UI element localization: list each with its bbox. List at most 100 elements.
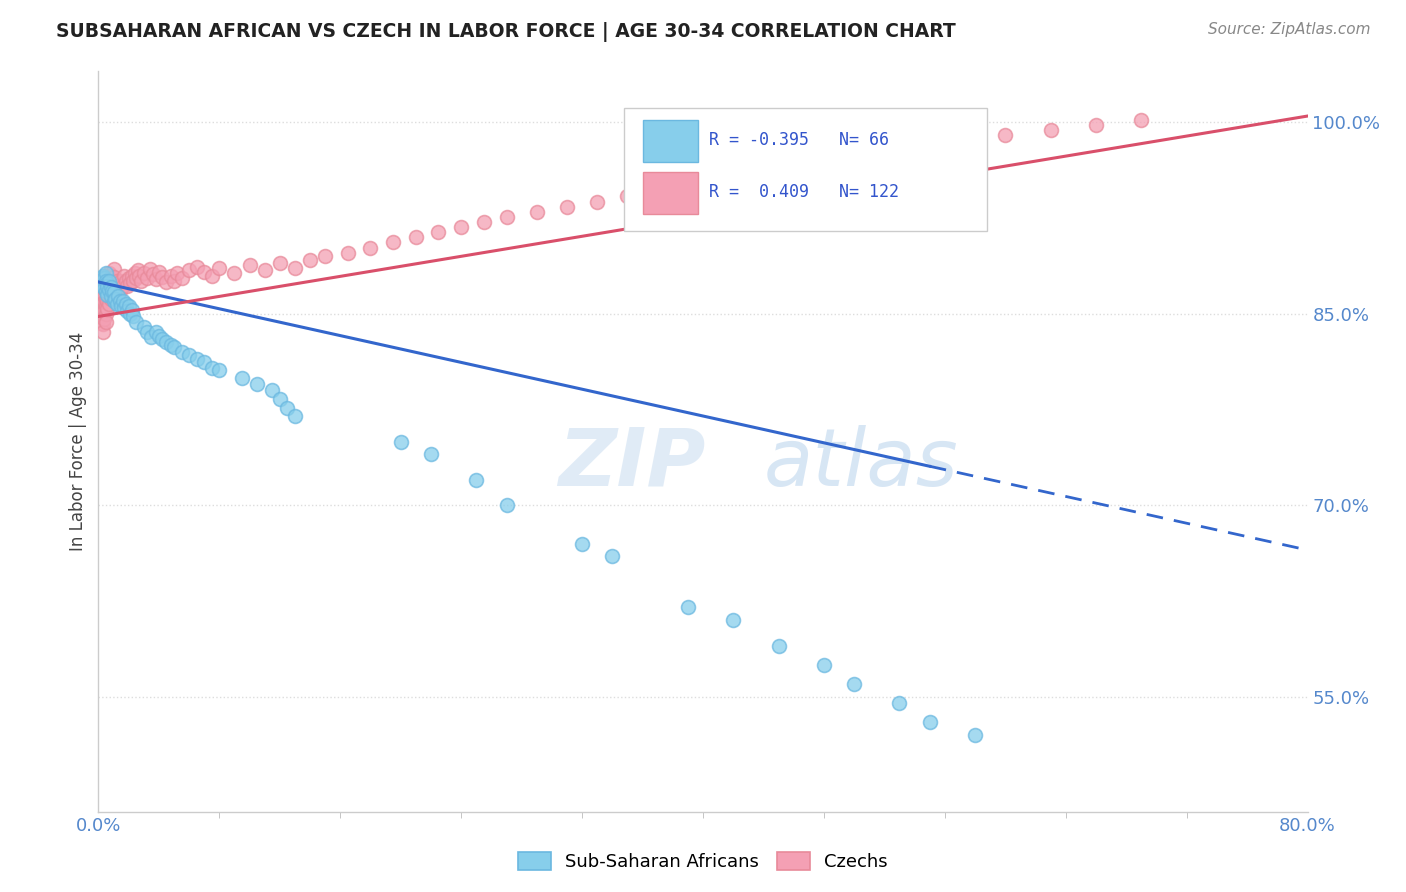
Point — [889, 144, 911, 158]
Point — [647, 185, 669, 199]
Point — [103, 285, 125, 300]
Point — [93, 312, 115, 326]
Point — [193, 265, 215, 279]
Point — [965, 728, 987, 742]
Point — [201, 360, 224, 375]
Point — [828, 153, 851, 168]
Point — [118, 271, 141, 285]
Point — [918, 715, 941, 730]
Point — [125, 271, 148, 285]
Point — [103, 293, 125, 307]
Point — [299, 253, 322, 268]
Point — [994, 128, 1017, 143]
Text: atlas: atlas — [763, 425, 959, 503]
Point — [389, 434, 412, 449]
Point — [93, 304, 115, 318]
Point — [160, 268, 183, 283]
Point — [96, 277, 118, 291]
Point — [208, 363, 231, 377]
Point — [224, 266, 246, 280]
Point — [100, 268, 122, 283]
Point — [163, 274, 186, 288]
Point — [103, 262, 125, 277]
Point — [94, 284, 117, 298]
Point — [90, 299, 112, 313]
Point — [813, 657, 835, 672]
Point — [472, 215, 495, 229]
Point — [94, 299, 117, 313]
Point — [269, 392, 291, 407]
Point — [107, 289, 129, 303]
Point — [104, 292, 127, 306]
Point — [276, 401, 298, 416]
Point — [91, 310, 114, 324]
Point — [101, 286, 124, 301]
Point — [239, 259, 262, 273]
Point — [98, 283, 121, 297]
Point — [91, 284, 114, 298]
Point — [91, 268, 114, 283]
Point — [148, 328, 170, 343]
Point — [93, 271, 115, 285]
Point — [96, 278, 118, 293]
Point — [89, 292, 111, 306]
Point — [571, 536, 593, 550]
Point — [193, 355, 215, 369]
Point — [918, 138, 941, 153]
Point — [118, 299, 141, 313]
Point — [179, 348, 201, 362]
Point — [96, 287, 118, 301]
Point — [90, 275, 112, 289]
FancyBboxPatch shape — [643, 120, 699, 161]
Point — [98, 281, 121, 295]
Text: SUBSAHARAN AFRICAN VS CZECH IN LABOR FORCE | AGE 30-34 CORRELATION CHART: SUBSAHARAN AFRICAN VS CZECH IN LABOR FOR… — [56, 22, 956, 42]
Point — [93, 295, 115, 310]
Point — [98, 274, 121, 288]
Point — [555, 200, 578, 214]
Point — [186, 260, 208, 274]
Point — [201, 268, 224, 283]
Point — [495, 499, 517, 513]
Point — [284, 409, 307, 423]
Point — [132, 266, 155, 280]
Text: Source: ZipAtlas.com: Source: ZipAtlas.com — [1208, 22, 1371, 37]
Point — [103, 277, 125, 292]
Point — [100, 277, 122, 291]
Point — [148, 265, 170, 279]
Point — [382, 235, 405, 250]
Point — [115, 304, 138, 318]
Point — [163, 340, 186, 354]
Point — [91, 278, 114, 293]
Point — [797, 159, 820, 173]
Point — [108, 294, 131, 309]
Point — [96, 301, 118, 316]
Point — [93, 281, 115, 295]
Point — [262, 384, 284, 398]
Point — [284, 260, 307, 275]
Point — [103, 269, 125, 284]
Point — [405, 230, 427, 244]
Point — [120, 277, 142, 291]
Point — [336, 245, 359, 260]
Point — [737, 169, 759, 183]
FancyBboxPatch shape — [643, 172, 699, 213]
Point — [186, 351, 208, 366]
Point — [427, 225, 450, 239]
Point — [450, 220, 472, 235]
Point — [112, 301, 135, 315]
Point — [150, 333, 173, 347]
Point — [135, 271, 157, 285]
Point — [155, 334, 177, 349]
Text: R = -0.395   N= 66: R = -0.395 N= 66 — [709, 131, 889, 149]
Point — [139, 262, 162, 277]
Point — [768, 639, 790, 653]
Point — [246, 377, 269, 392]
Point — [98, 289, 121, 303]
Point — [101, 278, 124, 293]
Point — [105, 274, 128, 288]
Point — [111, 294, 134, 309]
Point — [1039, 123, 1062, 137]
Point — [121, 268, 143, 283]
Point — [100, 280, 122, 294]
Point — [155, 275, 177, 289]
